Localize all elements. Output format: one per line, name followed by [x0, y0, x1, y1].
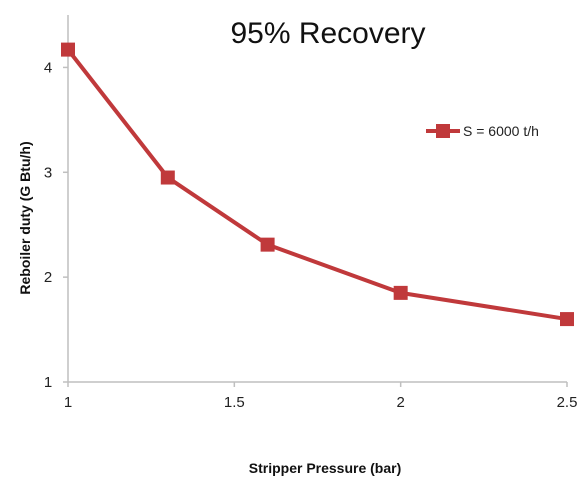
plot-area	[61, 42, 574, 327]
data-point	[260, 237, 275, 252]
y-tick-label: 4	[44, 59, 52, 76]
y-axis-label: Reboiler duty (G Btu/h)	[17, 141, 33, 294]
data-point	[160, 170, 175, 185]
x-axis-label: Stripper Pressure (bar)	[249, 460, 402, 476]
x-tick-label: 1.5	[224, 394, 245, 411]
x-tick-label: 1	[64, 394, 72, 411]
data-point	[61, 42, 75, 57]
y-tick-label: 2	[44, 269, 52, 286]
y-tick-label: 1	[44, 374, 52, 391]
data-point	[393, 285, 408, 300]
chart-title: 95% Recovery	[230, 17, 425, 50]
x-tick-label: 2	[396, 394, 404, 411]
y-tick-label: 3	[44, 164, 52, 181]
axes: 1 2 3 4 1 1.5 2 2.5	[44, 15, 578, 411]
legend-label: S = 6000 t/h	[463, 123, 539, 139]
legend-marker	[436, 124, 450, 138]
series-line	[66, 48, 568, 322]
x-tick-label: 2.5	[557, 394, 578, 411]
legend: S = 6000 t/h	[426, 123, 539, 139]
data-point	[560, 312, 574, 327]
